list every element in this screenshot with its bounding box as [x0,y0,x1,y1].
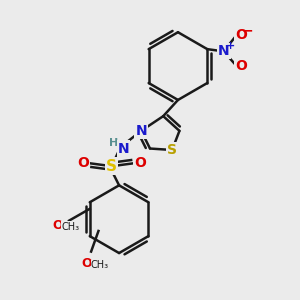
Text: S: S [106,159,117,174]
Text: N: N [135,124,147,138]
Text: O: O [81,257,92,270]
Text: N: N [118,142,129,155]
Text: −: − [242,23,254,37]
Text: H: H [109,138,118,148]
Text: O: O [235,59,247,73]
Text: O: O [134,156,146,170]
Text: CH₃: CH₃ [91,260,109,270]
Text: N: N [218,44,230,58]
Text: O: O [235,28,247,42]
Text: +: + [226,41,236,51]
Text: O: O [52,219,63,232]
Text: CH₃: CH₃ [61,222,80,232]
Text: S: S [167,143,177,157]
Text: O: O [77,156,89,170]
